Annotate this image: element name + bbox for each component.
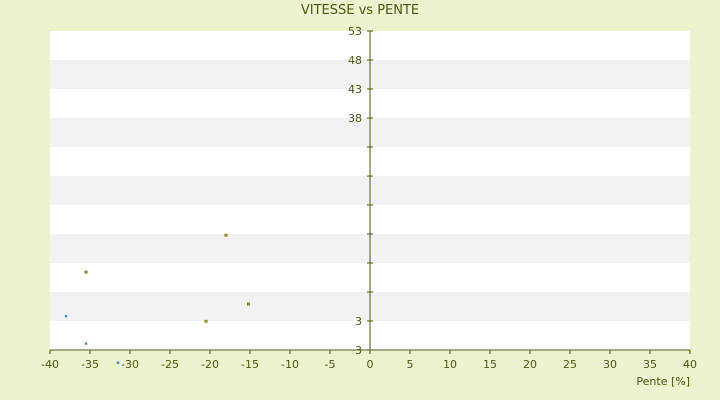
data-point bbox=[84, 270, 88, 274]
y-tick-label: 3 bbox=[355, 315, 362, 328]
x-tick-label: -10 bbox=[281, 358, 299, 371]
data-point bbox=[204, 319, 208, 323]
x-tick-label: 30 bbox=[603, 358, 617, 371]
x-tick-label: -35 bbox=[81, 358, 99, 371]
x-tick-label: 15 bbox=[483, 358, 497, 371]
data-point bbox=[64, 314, 68, 318]
x-tick-label: -5 bbox=[325, 358, 336, 371]
y-tick-label: 38 bbox=[348, 112, 362, 125]
chart-title: VITESSE vs PENTE bbox=[301, 3, 419, 18]
x-tick-label: 0 bbox=[367, 358, 374, 371]
y-tick-label: 48 bbox=[348, 54, 362, 67]
data-point bbox=[224, 233, 228, 237]
x-tick-label: -20 bbox=[201, 358, 219, 371]
x-tick-label: 35 bbox=[643, 358, 657, 371]
y-tick-label: 53 bbox=[348, 25, 362, 38]
x-tick-label: 40 bbox=[683, 358, 697, 371]
x-tick-label: -25 bbox=[161, 358, 179, 371]
x-axis: -40 -35 -30 -25 -20 -15 -10 -5 0 5 10 15 20 25 30 35 40 bbox=[41, 349, 697, 371]
y-axis: 5348433833 bbox=[348, 25, 373, 357]
x-axis-label: Pente [%] bbox=[636, 375, 690, 388]
y-tick-label: 43 bbox=[348, 83, 362, 96]
x-tick-label: -30 bbox=[121, 358, 139, 371]
data-point bbox=[116, 361, 120, 364]
x-tick-label: 25 bbox=[563, 358, 577, 371]
x-tick-label: 5 bbox=[407, 358, 414, 371]
x-tick-label: 20 bbox=[523, 358, 537, 371]
data-point bbox=[84, 342, 88, 345]
data-points bbox=[64, 233, 250, 364]
data-point bbox=[246, 302, 250, 306]
x-tick-label: 10 bbox=[443, 358, 457, 371]
x-tick-label: -15 bbox=[241, 358, 259, 371]
x-tick-label: -40 bbox=[41, 358, 59, 371]
